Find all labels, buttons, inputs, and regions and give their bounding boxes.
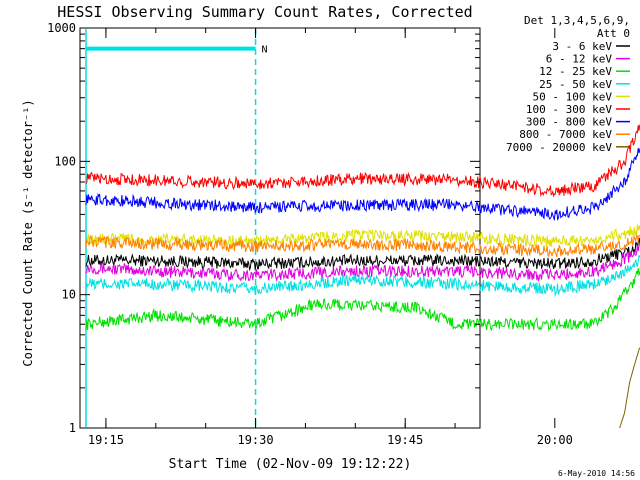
legend-label-5: 100 - 300 keV	[526, 103, 612, 116]
series-line-7-0	[85, 233, 640, 258]
flag-bar-label-0: N	[262, 45, 268, 56]
series-line-3-0	[85, 254, 640, 297]
legend-label-0: 3 - 6 keV	[552, 40, 612, 53]
series-line-2-0	[85, 264, 640, 332]
x-tick-label-3: 20:00	[537, 433, 573, 447]
legend-label-7: 800 - 7000 keV	[519, 128, 612, 141]
legend-label-2: 12 - 25 keV	[539, 65, 612, 78]
x-axis-label: Start Time (02-Nov-09 19:12:22)	[169, 457, 412, 472]
legend-header-line2: Att 0	[597, 27, 630, 40]
y-tick-label-0: 1	[69, 421, 76, 435]
x-tick-label-1: 19:30	[237, 433, 273, 447]
legend-label-8: 7000 - 20000 keV	[506, 141, 612, 154]
series-line-4-0	[85, 221, 640, 249]
series-line-5-0	[85, 124, 640, 198]
legend-label-4: 50 - 100 keV	[533, 90, 613, 103]
series-line-6-0	[85, 147, 640, 221]
x-tick-label-2: 19:45	[387, 433, 423, 447]
legend-label-3: 25 - 50 keV	[539, 78, 612, 91]
legend-label-6: 300 - 800 keV	[526, 116, 612, 129]
series-line-0-0	[85, 235, 640, 272]
y-tick-label-3: 1000	[47, 21, 76, 35]
plot-frame	[79, 27, 481, 429]
series-line-8-0	[619, 347, 640, 429]
y-tick-label-1: 10	[62, 288, 76, 302]
legend-label-1: 6 - 12 keV	[546, 53, 613, 66]
legend-header-line1: Det 1,3,4,5,6,9,	[524, 14, 630, 27]
y-axis-label: Corrected Count Rate (s⁻¹ detector⁻¹)	[21, 99, 35, 366]
chart-title: HESSI Observing Summary Count Rates, Cor…	[57, 3, 472, 21]
y-tick-label-2: 100	[54, 154, 76, 168]
timestamp-label: 6-May-2010 14:56	[558, 469, 635, 478]
plot-area: NS110100100019:1519:3019:4520:0020:1520:…	[47, 21, 640, 447]
x-tick-label-0: 19:15	[88, 433, 124, 447]
series-line-1-0	[85, 241, 640, 283]
